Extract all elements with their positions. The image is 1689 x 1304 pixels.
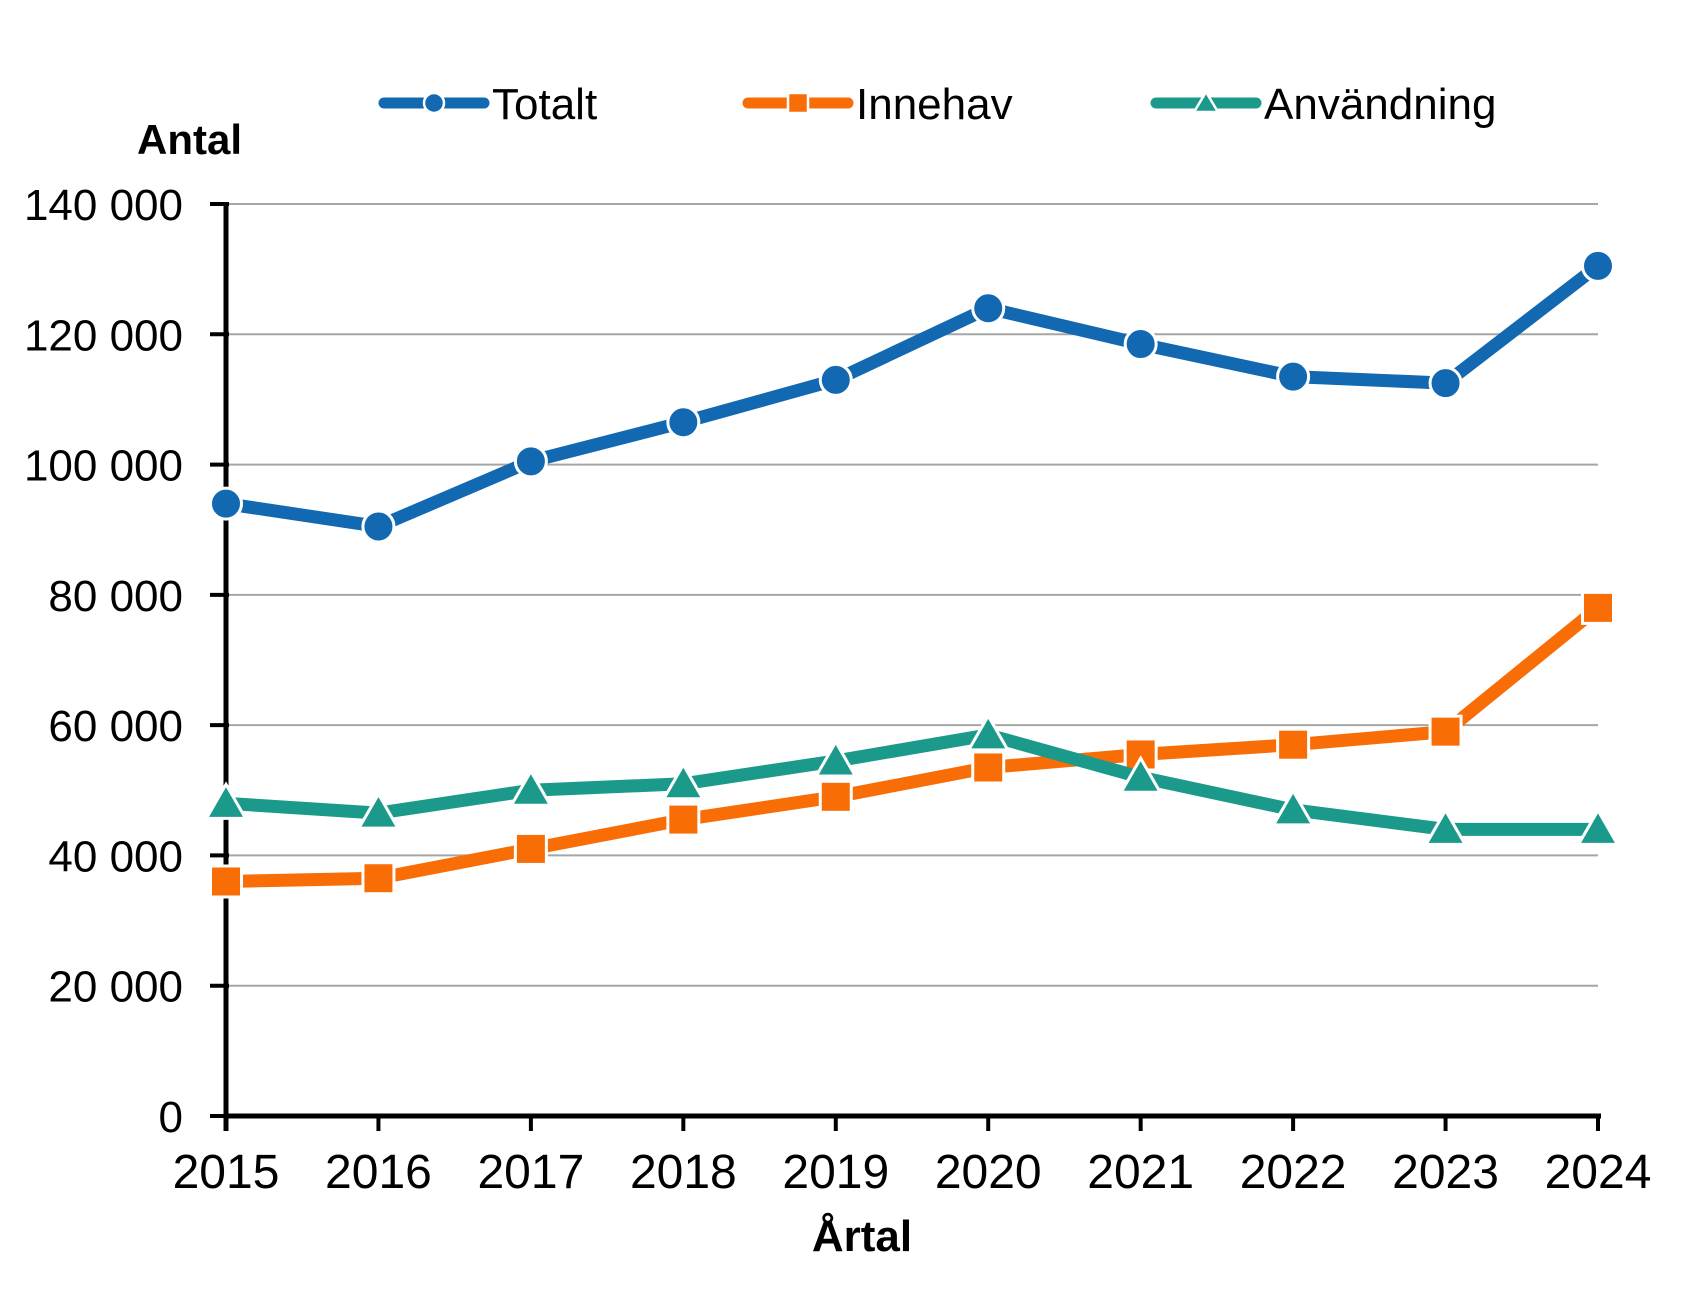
y-tick-label: 60 000 bbox=[48, 702, 183, 751]
marker-anv-ndning-2016 bbox=[356, 791, 401, 830]
legend-square-marker-icon bbox=[786, 91, 810, 115]
x-tick-label: 2022 bbox=[1240, 1146, 1347, 1199]
x-tick-label: 2015 bbox=[173, 1146, 280, 1199]
series-line-innehav bbox=[219, 601, 1605, 888]
marker-totalt-2016 bbox=[361, 509, 396, 544]
y-tick-label: 140 000 bbox=[24, 181, 183, 230]
y-axis-title: Antal bbox=[137, 116, 242, 163]
marker-totalt-2015 bbox=[209, 486, 243, 521]
legend-item-totalt: Totalt bbox=[378, 80, 597, 129]
marker-anv-ndning-2023 bbox=[1423, 807, 1468, 846]
marker-anv-ndning-2024 bbox=[1575, 807, 1621, 846]
legend-item-innehav: Innehav bbox=[742, 80, 1013, 129]
marker-innehav-2019 bbox=[818, 779, 853, 814]
marker-totalt-2018 bbox=[666, 405, 701, 440]
series-line-anv-ndning bbox=[219, 728, 1605, 836]
x-tick-label: 2020 bbox=[935, 1146, 1042, 1199]
marker-innehav-2020 bbox=[971, 750, 1006, 785]
x-axis-title: Årtal bbox=[812, 1212, 912, 1261]
marker-totalt-2020 bbox=[971, 291, 1006, 326]
legend-circle-marker-icon bbox=[422, 91, 446, 115]
plot-area: 0 20 000 40 000 60 000 80 000 100 000 120 000 1… bbox=[24, 181, 1651, 1199]
y-tick-label: 80 000 bbox=[48, 572, 183, 621]
series-line-totalt bbox=[219, 259, 1605, 533]
marker-anv-ndning-2018 bbox=[661, 761, 706, 801]
legend: Totalt Innehav Användning bbox=[378, 80, 1496, 129]
y-tick-label: 0 bbox=[159, 1093, 183, 1142]
x-tick-label: 2024 bbox=[1545, 1146, 1652, 1199]
marker-innehav-2023 bbox=[1428, 714, 1463, 749]
marker-anv-ndning-2021 bbox=[1118, 755, 1163, 794]
y-tick-label: 20 000 bbox=[48, 963, 183, 1012]
x-tick-label: 2016 bbox=[325, 1146, 432, 1199]
marker-totalt-2021 bbox=[1123, 327, 1158, 362]
marker-totalt-2022 bbox=[1276, 359, 1311, 394]
x-tick-label: 2023 bbox=[1392, 1146, 1499, 1199]
x-tick-label: 2018 bbox=[630, 1146, 737, 1199]
marker-totalt-2024 bbox=[1581, 248, 1615, 283]
legend-label-innehav: Innehav bbox=[856, 80, 1013, 129]
marker-anv-ndning-2019 bbox=[813, 738, 858, 778]
x-tick-label: 2019 bbox=[782, 1146, 889, 1199]
legend-triangle-marker-icon bbox=[1191, 89, 1221, 114]
marker-innehav-2015 bbox=[209, 864, 243, 899]
marker-totalt-2017 bbox=[513, 444, 548, 479]
marker-innehav-2016 bbox=[361, 861, 396, 896]
x-tick-label: 2017 bbox=[477, 1146, 584, 1199]
legend-label-anvandning: Användning bbox=[1264, 80, 1496, 129]
marker-anv-ndning-2017 bbox=[508, 768, 553, 807]
legend-item-anvandning: Användning bbox=[1150, 80, 1496, 129]
marker-totalt-2023 bbox=[1428, 366, 1463, 401]
y-tick-label: 40 000 bbox=[48, 832, 183, 881]
marker-totalt-2019 bbox=[818, 362, 853, 397]
marker-anv-ndning-2022 bbox=[1271, 787, 1316, 827]
marker-innehav-2022 bbox=[1276, 727, 1311, 762]
marker-innehav-2017 bbox=[513, 831, 548, 866]
marker-innehav-2024 bbox=[1581, 590, 1615, 625]
legend-label-totalt: Totalt bbox=[492, 80, 597, 129]
y-tick-label: 120 000 bbox=[24, 311, 183, 360]
marker-anv-ndning-2020 bbox=[966, 712, 1011, 752]
marker-anv-ndning-2015 bbox=[203, 781, 249, 820]
x-tick-label: 2021 bbox=[1087, 1146, 1194, 1199]
marker-innehav-2018 bbox=[666, 802, 701, 837]
y-tick-label: 100 000 bbox=[24, 442, 183, 491]
